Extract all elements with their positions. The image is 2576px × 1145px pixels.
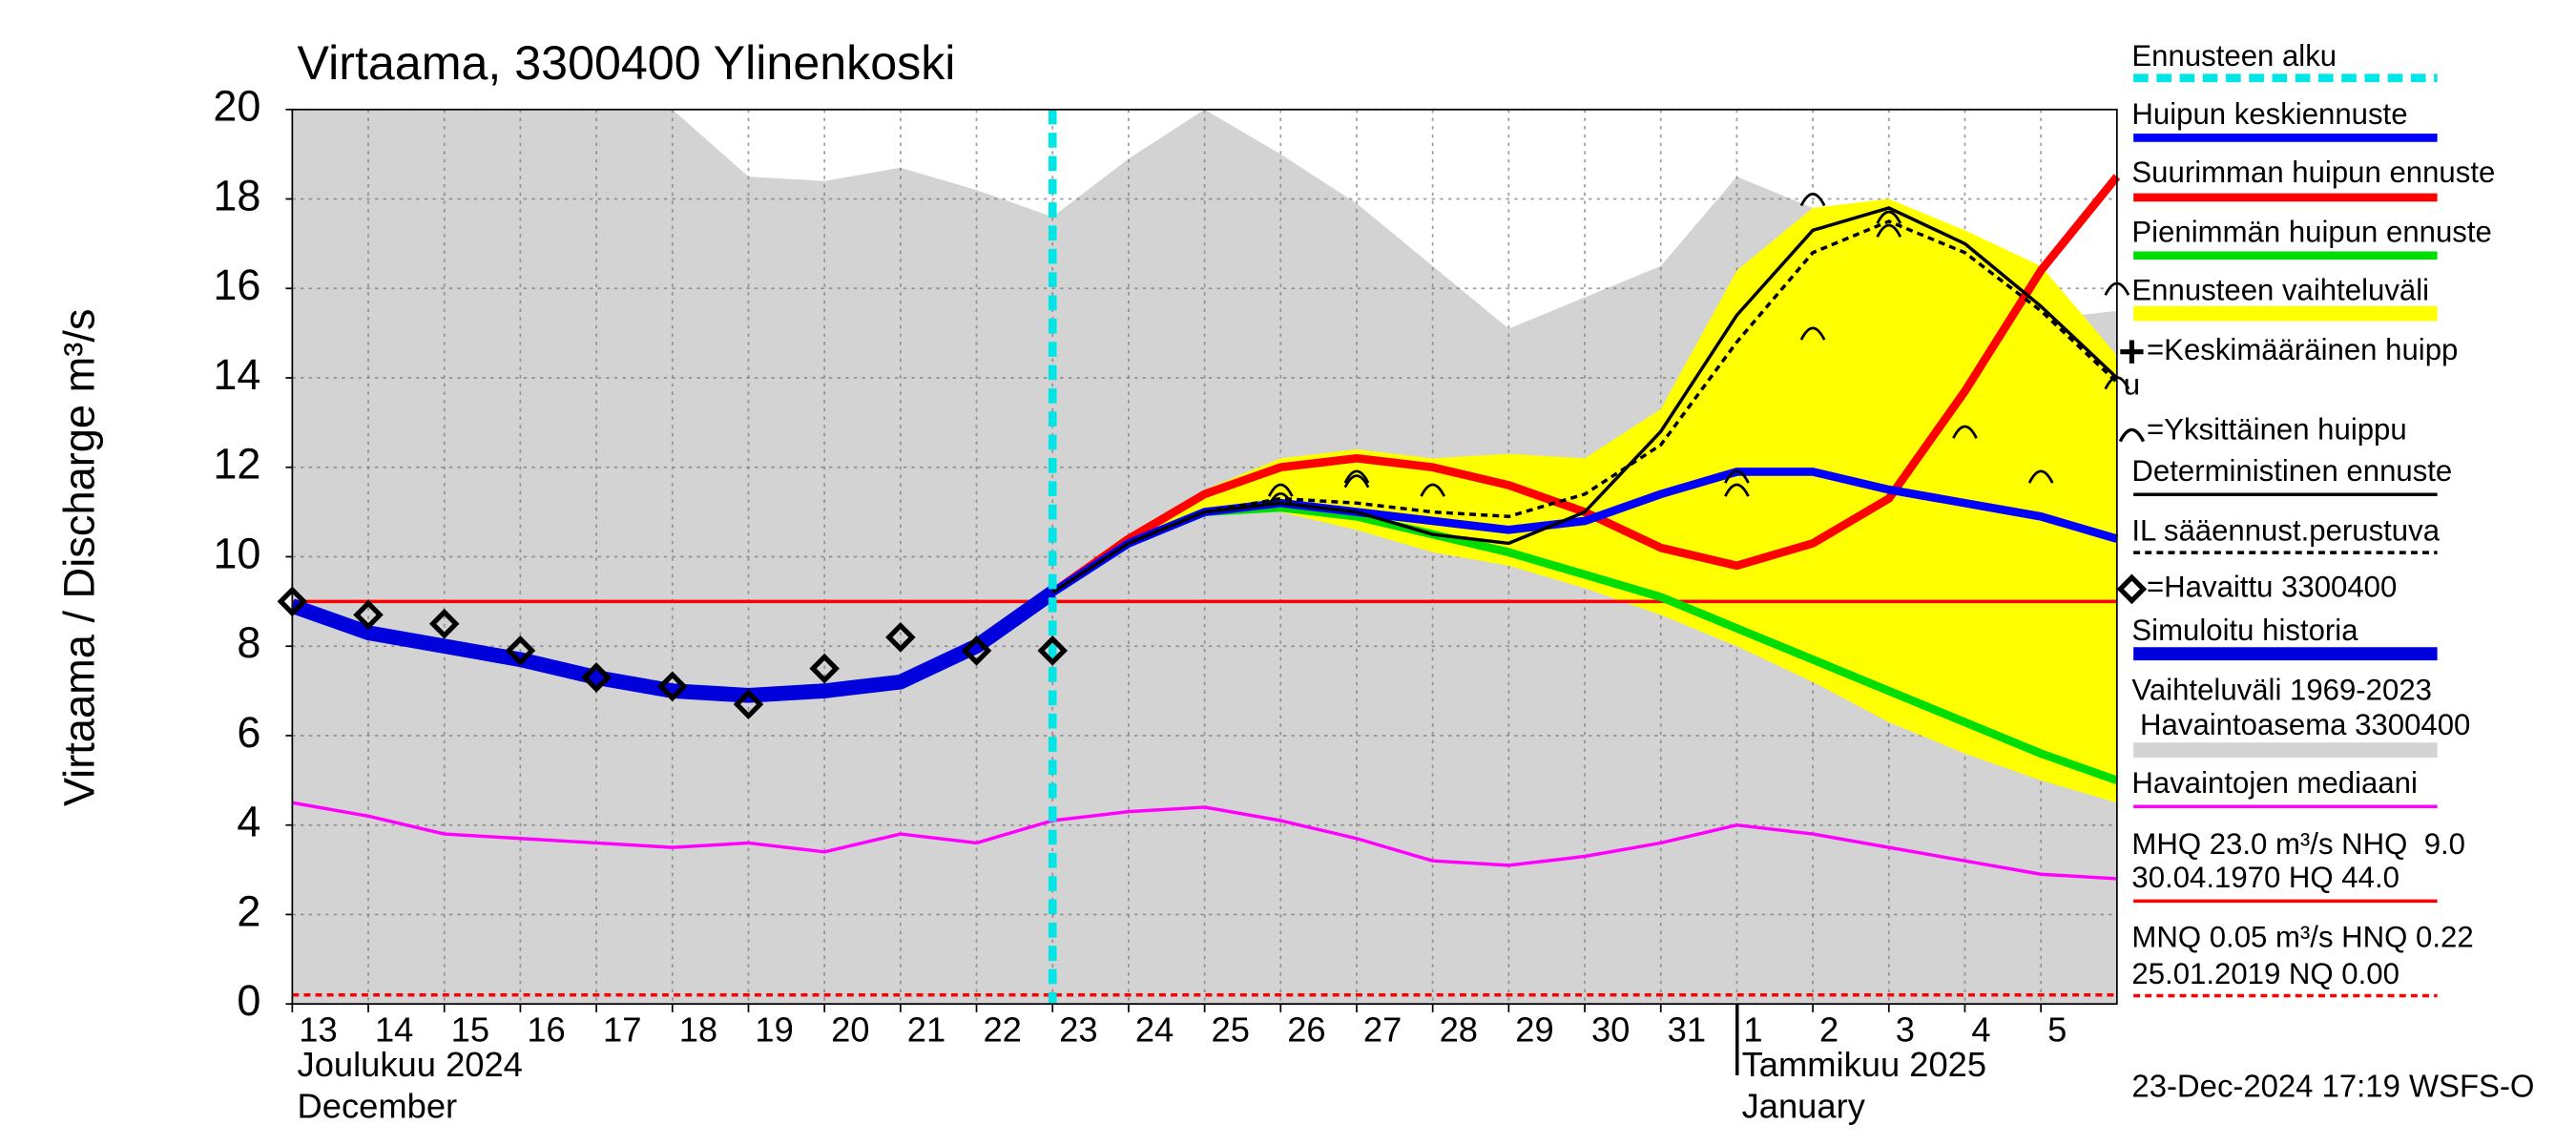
y-tick-label: 0 xyxy=(237,976,260,1025)
month-label: Joulukuu 2024 xyxy=(298,1045,523,1084)
legend-samples xyxy=(2116,73,2438,998)
legend-label: Havaintoasema 3300400 xyxy=(2131,708,2470,741)
chart-title: Virtaama, 3300400 Ylinenkoski xyxy=(298,35,956,90)
x-tick-label: 27 xyxy=(1363,1010,1402,1049)
observed-point xyxy=(428,608,460,639)
peak-marker xyxy=(1267,491,1294,507)
observed-point xyxy=(505,635,536,666)
observed-point xyxy=(581,662,612,693)
legend-label: Havaintojen mediaani xyxy=(2131,766,2418,800)
x-tick-label: 14 xyxy=(375,1010,413,1049)
observed-point xyxy=(885,621,916,653)
legend-label: MNQ 0.05 m³/s HNQ 0.22 xyxy=(2131,921,2473,954)
legend-symbol-plus xyxy=(2120,340,2144,364)
x-tick-label: 28 xyxy=(1440,1010,1478,1049)
x-tick-label: 24 xyxy=(1135,1010,1174,1049)
peak-marker xyxy=(1876,210,1902,224)
legend-label: Huipun keskiennuste xyxy=(2131,97,2407,131)
y-axis-label: Virtaama / Discharge m³/s xyxy=(55,309,104,807)
legend-label: Vaihteluväli 1969-2023 xyxy=(2131,673,2432,706)
x-tick-label: 5 xyxy=(2047,1010,2067,1049)
legend-label: Ennusteen vaihteluväli xyxy=(2131,273,2429,306)
series-line xyxy=(292,801,2117,881)
x-tick-label: 23 xyxy=(1059,1010,1097,1049)
x-tick-label: 21 xyxy=(907,1010,945,1049)
peak-marker xyxy=(1420,483,1446,497)
peak-marker xyxy=(2027,469,2054,484)
y-tick-label: 4 xyxy=(237,798,260,846)
timestamp: 23-Dec-2024 17:19 WSFS-O xyxy=(2131,1069,2534,1104)
x-tick-label: 22 xyxy=(983,1010,1021,1049)
x-tick-label: 4 xyxy=(1971,1010,1990,1049)
x-tick-label: 20 xyxy=(831,1010,869,1049)
peak-marker xyxy=(1343,474,1370,489)
peak-marker xyxy=(1876,223,1902,238)
x-tick-label: 1 xyxy=(1743,1010,1762,1049)
x-tick-label: 26 xyxy=(1287,1010,1325,1049)
y-tick-label: 8 xyxy=(237,618,260,667)
y-tick-label: 16 xyxy=(213,260,260,309)
peak-marker xyxy=(1724,483,1750,497)
x-tick-label: 16 xyxy=(527,1010,565,1049)
x-tick-label: 13 xyxy=(299,1010,337,1049)
legend-symbol-diamond xyxy=(2116,573,2148,605)
observed-point xyxy=(1037,635,1069,666)
plot xyxy=(277,108,2130,1006)
x-tick-label: 2 xyxy=(1819,1010,1839,1049)
x-tick-label: 17 xyxy=(603,1010,641,1049)
legend-label: Deterministinen ennuste xyxy=(2131,454,2452,488)
variation-range xyxy=(292,109,2117,1005)
month-label: Tammikuu 2025 xyxy=(1742,1045,1986,1084)
observed-point xyxy=(809,653,840,684)
legend-label: Ennusteen alku xyxy=(2131,39,2337,73)
month-label: January xyxy=(1742,1086,1866,1125)
peak-marker xyxy=(1952,425,1978,439)
month-label: December xyxy=(298,1086,458,1125)
legend-label: =Keskimääräinen huipp xyxy=(2147,333,2458,366)
x-tick-label: 18 xyxy=(679,1010,717,1049)
peak-marker xyxy=(1799,192,1826,207)
x-tick-label: 19 xyxy=(755,1010,793,1049)
y-tick-label: 2 xyxy=(237,886,260,935)
x-tick-label: 15 xyxy=(451,1010,489,1049)
y-tick-label: 14 xyxy=(213,350,260,399)
observed-point xyxy=(656,671,688,702)
y-tick-label: 20 xyxy=(213,82,260,131)
y-tick-label: 6 xyxy=(237,708,260,757)
y-tick-label: 18 xyxy=(213,171,260,219)
peak-marker xyxy=(1343,469,1370,484)
legend-label: Pienimmän huipun ennuste xyxy=(2131,215,2491,248)
series-line xyxy=(289,586,1057,703)
x-tick-label: 25 xyxy=(1212,1010,1250,1049)
peak-marker xyxy=(1799,326,1826,341)
legend-label: MHQ 23.0 m³/s NHQ 9.0 xyxy=(2131,827,2465,861)
x-tick-label: 31 xyxy=(1668,1010,1706,1049)
observed-point xyxy=(733,689,764,720)
x-tick-label: 29 xyxy=(1515,1010,1553,1049)
series-line xyxy=(1051,219,2119,594)
y-tick-label: 10 xyxy=(213,529,260,577)
observed-point xyxy=(961,635,992,666)
legend-label: IL sääennust.perustuva xyxy=(2131,513,2440,547)
x-tick-label: 30 xyxy=(1591,1010,1630,1049)
observed-point xyxy=(353,599,384,631)
forecast-range xyxy=(1052,198,2117,803)
legend-label: 25.01.2019 NQ 0.00 xyxy=(2131,957,2399,990)
y-tick-label: 12 xyxy=(213,440,260,489)
peak-marker xyxy=(1724,469,1750,484)
legend-label: =Havaittu 3300400 xyxy=(2147,571,2397,604)
x-tick-label: 3 xyxy=(1896,1010,1915,1049)
legend-label: 30.04.1970 HQ 44.0 xyxy=(2131,861,2399,894)
legend-label: Suurimman huipun ennuste xyxy=(2131,156,2495,189)
peak-marker xyxy=(1267,483,1294,497)
legend-symbol-arc xyxy=(2118,427,2146,443)
legend-label: Simuloitu historia xyxy=(2131,614,2358,647)
legend-label: =Yksittäinen huippu xyxy=(2147,412,2407,446)
legend-label: u xyxy=(2124,367,2140,401)
